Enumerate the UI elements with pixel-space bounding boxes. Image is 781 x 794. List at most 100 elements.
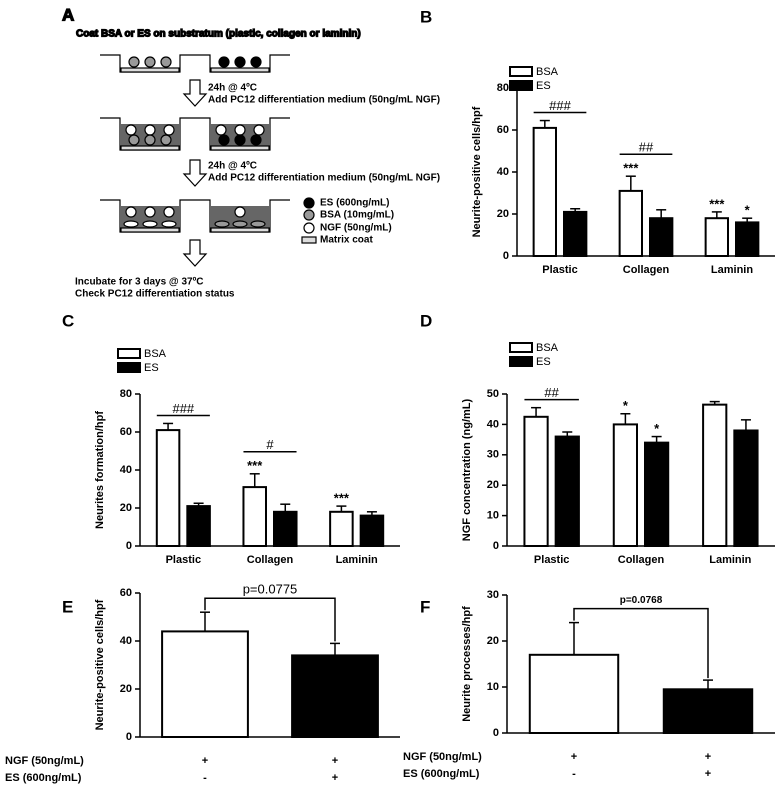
legend-label: BSA bbox=[144, 348, 167, 360]
y-tick-label: 80 bbox=[120, 388, 132, 400]
step-text: Add PC12 differentiation medium (50ng/mL… bbox=[208, 95, 440, 106]
panel-label: B bbox=[420, 7, 432, 26]
condition-name: NGF (50ng/mL) bbox=[5, 755, 84, 767]
bar bbox=[733, 429, 759, 548]
comparison-bracket bbox=[573, 607, 709, 679]
legend-bsa bbox=[303, 209, 315, 221]
arrow bbox=[182, 159, 208, 187]
significance: *** bbox=[709, 196, 725, 211]
bar bbox=[563, 210, 588, 257]
bar bbox=[273, 510, 298, 547]
y-tick-label: 80 bbox=[497, 82, 509, 94]
y-axis-label: Neurites formation/hpf bbox=[94, 411, 106, 529]
legend-label: BSA bbox=[536, 342, 559, 354]
bar bbox=[735, 221, 760, 257]
condition-name: ES (600ng/mL) bbox=[5, 772, 82, 784]
x-tick-label: Laminin bbox=[709, 554, 751, 566]
legend-matrix bbox=[301, 236, 317, 244]
matrix bbox=[120, 67, 180, 73]
y-tick-label: 50 bbox=[487, 388, 499, 400]
bar bbox=[161, 630, 249, 739]
well bbox=[100, 199, 290, 233]
legend-label: ES bbox=[144, 362, 159, 374]
bar bbox=[644, 441, 670, 548]
bar bbox=[649, 217, 674, 257]
y-tick-label: 0 bbox=[126, 540, 132, 552]
bar bbox=[662, 688, 754, 734]
x-tick-label: Plastic bbox=[534, 554, 569, 566]
condition-value: + bbox=[705, 751, 711, 763]
condition-value: + bbox=[332, 772, 338, 784]
matrix bbox=[210, 227, 270, 233]
significance: * bbox=[745, 203, 751, 218]
es-dots bbox=[218, 56, 262, 68]
legend-text: BSA (10mg/mL) bbox=[320, 210, 394, 221]
y-tick-label: 40 bbox=[120, 464, 132, 476]
ngf-dots bbox=[123, 206, 246, 228]
y-tick-label: 30 bbox=[487, 589, 499, 601]
panel-label: E bbox=[62, 597, 73, 616]
significance: * bbox=[623, 398, 629, 413]
bar bbox=[155, 429, 181, 548]
p-value: p=0.0768 bbox=[620, 595, 663, 606]
panel-label: C bbox=[62, 311, 74, 330]
matrix bbox=[120, 227, 180, 233]
significance: *** bbox=[247, 458, 263, 473]
panel-label: A bbox=[62, 5, 74, 24]
condition-value: + bbox=[705, 768, 711, 780]
bsa-dots bbox=[128, 56, 172, 68]
legend-ngf bbox=[303, 222, 315, 234]
bar bbox=[618, 189, 644, 257]
x-tick-label: Plastic bbox=[166, 554, 201, 566]
panel-a: A Coat BSA or ES on substratum (plastic,… bbox=[61, 5, 361, 267]
y-tick-label: 40 bbox=[497, 166, 509, 178]
y-tick-label: 30 bbox=[487, 449, 499, 461]
legend-label: BSA bbox=[536, 66, 559, 78]
y-tick-label: 10 bbox=[487, 681, 499, 693]
y-tick-label: 20 bbox=[487, 635, 499, 647]
bar bbox=[186, 505, 211, 548]
final-text: Check PC12 differentiation status bbox=[75, 289, 235, 300]
arrow bbox=[182, 79, 208, 107]
step-text: 24h @ 4ºC bbox=[208, 161, 257, 172]
matrix bbox=[120, 145, 180, 151]
y-tick-label: 0 bbox=[493, 540, 499, 552]
bar bbox=[554, 435, 580, 547]
comparison-label: ### bbox=[172, 401, 194, 416]
y-tick-label: 40 bbox=[120, 635, 132, 647]
bsa-dots bbox=[214, 220, 266, 228]
bar bbox=[702, 403, 728, 548]
significance: *** bbox=[623, 161, 639, 176]
y-tick-label: 10 bbox=[487, 510, 499, 522]
legend-text: ES (600ng/mL) bbox=[320, 198, 389, 209]
condition-value: + bbox=[332, 755, 338, 767]
bar bbox=[704, 217, 730, 257]
matrix bbox=[210, 67, 270, 73]
es-dots bbox=[218, 134, 262, 146]
y-tick-label: 40 bbox=[487, 418, 499, 430]
comparison-label: ### bbox=[549, 98, 571, 113]
y-tick-label: 20 bbox=[487, 479, 499, 491]
bar bbox=[528, 653, 620, 734]
bar bbox=[359, 514, 385, 547]
legend-es bbox=[303, 197, 315, 209]
bar bbox=[329, 510, 354, 547]
x-tick-label: Collagen bbox=[623, 264, 670, 276]
bar bbox=[291, 654, 379, 739]
bsa-dots bbox=[128, 134, 172, 146]
y-tick-label: 0 bbox=[503, 250, 509, 262]
bar bbox=[612, 423, 638, 547]
x-tick-label: Collagen bbox=[618, 554, 665, 566]
legend-swatch bbox=[117, 362, 141, 373]
y-tick-label: 0 bbox=[493, 727, 499, 739]
y-tick-label: 20 bbox=[120, 502, 132, 514]
legend-label: ES bbox=[536, 80, 551, 92]
bar bbox=[242, 486, 267, 548]
panel-a-text: 24h @ 4ºC Add PC12 differentiation mediu… bbox=[75, 83, 440, 300]
y-tick-label: 20 bbox=[120, 683, 132, 695]
legend-text: Matrix coat bbox=[320, 235, 373, 246]
significance: *** bbox=[334, 491, 350, 506]
comparison-label: # bbox=[266, 437, 274, 452]
x-tick-label: Plastic bbox=[542, 264, 577, 276]
